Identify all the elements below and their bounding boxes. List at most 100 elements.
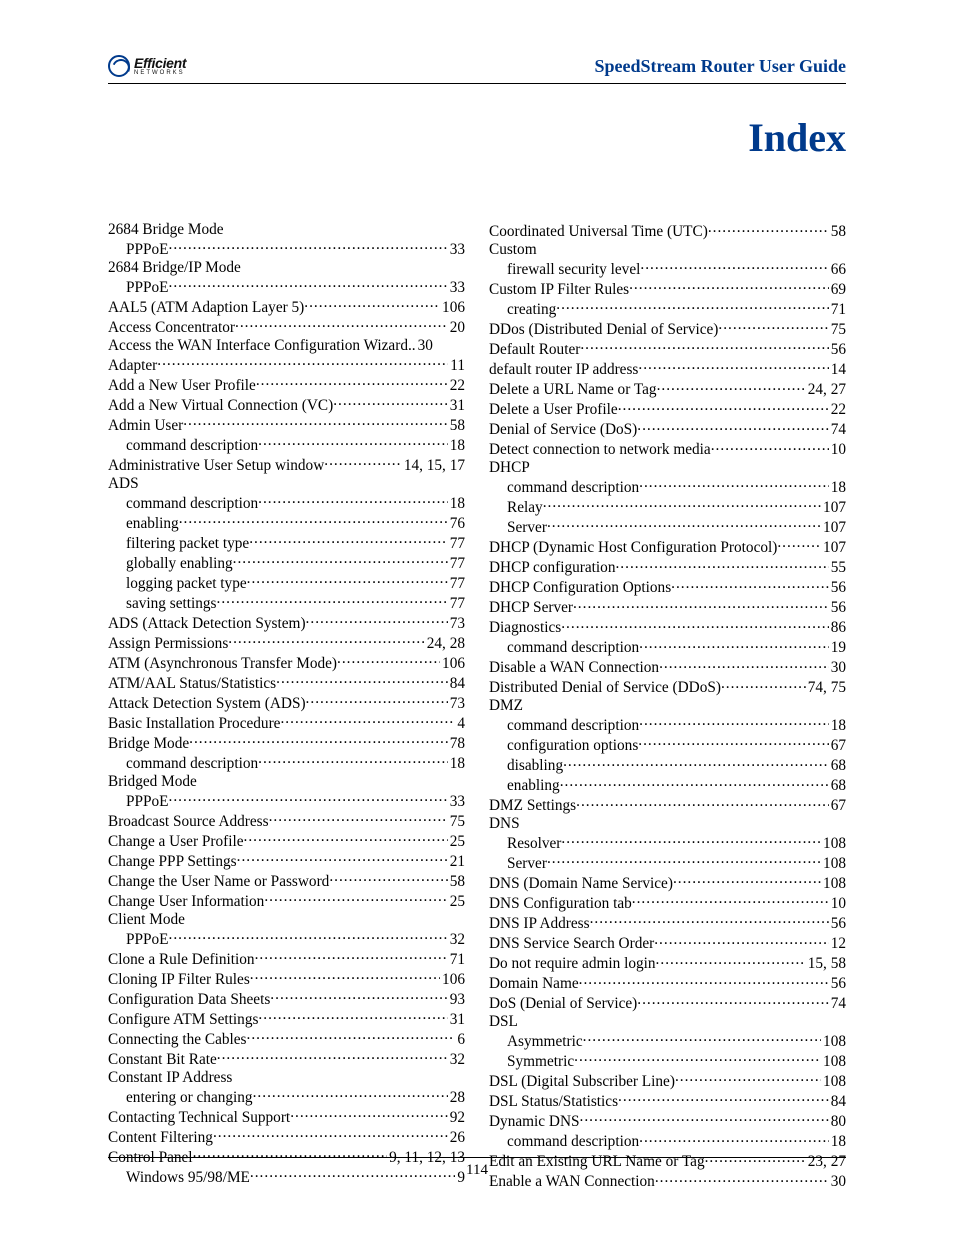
index-entry-label: Cloning IP Filter Rules — [108, 971, 250, 989]
index-entry-page: 108 — [821, 1053, 846, 1071]
index-entry-leader — [656, 953, 806, 968]
index-entry-leader — [258, 753, 448, 768]
index-entry-leader — [270, 988, 447, 1003]
index-entry-label: Disable a WAN Connection — [489, 659, 659, 677]
index-entry: Configure ATM Settings31 — [108, 1008, 465, 1028]
index-entry-label: DSL — [489, 1013, 846, 1031]
index-entry-leader — [580, 339, 828, 354]
index-entry-label: ATM (Asynchronous Transfer Mode) — [108, 655, 337, 673]
index-entry-label: PPPoE — [126, 793, 169, 811]
index-entry-label: Custom — [489, 241, 846, 259]
index-entry: Disable a WAN Connection30 — [489, 657, 846, 677]
index-entry-leader — [280, 713, 455, 728]
index-entry-page: 106 — [440, 299, 465, 317]
index-entry-page: 56 — [829, 341, 846, 359]
index-entry-page: 33 — [448, 793, 465, 811]
index-entry-leader — [563, 755, 829, 770]
index-entry-label: Asymmetric — [507, 1033, 583, 1051]
index-entry: DHCP Server56 — [489, 597, 846, 617]
index-entry-label: Do not require admin login — [489, 955, 656, 973]
index-entry-label: Basic Installation Procedure — [108, 715, 280, 733]
index-entry-label: DNS — [489, 815, 846, 833]
index-entry-label: PPPoE — [126, 931, 169, 949]
index-col-right: Coordinated Universal Time (UTC)58Custom… — [489, 221, 846, 1191]
index-entry: Coordinated Universal Time (UTC)58 — [489, 221, 846, 241]
index-entry-label: 2684 Bridge Mode — [108, 221, 465, 239]
index-entry: PPPoE33 — [108, 239, 465, 259]
logo-main: Efficient — [134, 56, 186, 70]
index-entry: Change User Information25 — [108, 891, 465, 911]
header-title: SpeedStream Router User Guide — [595, 56, 847, 77]
index-entry-leader — [169, 790, 448, 805]
index-entry-leader — [639, 1131, 829, 1146]
index-entry: ADS (Attack Detection System)73 — [108, 612, 465, 632]
index-entry: DNS — [489, 815, 846, 833]
index-entry: disabling68 — [489, 755, 846, 775]
index-entry: DNS Configuration tab10 — [489, 893, 846, 913]
index-entry-page: 74, 75 — [806, 679, 846, 697]
index-entry-page: 84 — [448, 675, 465, 693]
index-entry: DNS (Domain Name Service)108 — [489, 873, 846, 893]
index-entry-leader — [556, 299, 828, 314]
index-entry-leader — [561, 833, 821, 848]
index-entry-page: 24, 28 — [425, 635, 465, 653]
index-entry-leader — [638, 359, 828, 374]
index-entry-page: 108 — [821, 1033, 846, 1051]
index-entry: Access the WAN Interface Configuration W… — [108, 337, 465, 355]
index-entry-leader — [169, 928, 448, 943]
index-entry: Server107 — [489, 517, 846, 537]
index-entry-page: 77 — [448, 575, 465, 593]
index-entry-page: 56 — [829, 599, 846, 617]
index-entry-leader — [639, 715, 829, 730]
page: Efficient NETWORKS SpeedStream Router Us… — [0, 0, 954, 1235]
index-entry-page: 107 — [821, 519, 846, 537]
index-entry: Delete a URL Name or Tag24, 27 — [489, 379, 846, 399]
index-entry: Constant Bit Rate32 — [108, 1049, 465, 1069]
index-entry: Denial of Service (DoS)74 — [489, 419, 846, 439]
index-entry-leader — [632, 893, 829, 908]
index-entry: Configuration Data Sheets93 — [108, 988, 465, 1008]
index-entry-page: 55 — [829, 559, 846, 577]
index-entry-page: 92 — [448, 1109, 465, 1127]
index-entry: 2684 Bridge/IP Mode — [108, 259, 465, 277]
index-entry-page: 77 — [448, 535, 465, 553]
index-entry: Asymmetric 108 — [489, 1031, 846, 1051]
index-entry-page: 20 — [448, 319, 465, 337]
index-entry: entering or changing28 — [108, 1086, 465, 1106]
index-entry-page: 108 — [821, 835, 846, 853]
index-entry-leader — [576, 795, 829, 810]
index-entry: Administrative User Setup window14, 15, … — [108, 454, 465, 474]
index-entry-label: ATM/AAL Status/Statistics — [108, 675, 276, 693]
logo: Efficient NETWORKS — [108, 55, 186, 77]
index-entry-label: Adapter — [108, 357, 157, 375]
index-entry-label: Client Mode — [108, 911, 465, 929]
index-entry-page: 56 — [829, 915, 846, 933]
index-entry: command description18 — [489, 1131, 846, 1151]
index-entry: command description18 — [489, 477, 846, 497]
index-entry-label: Add a New Virtual Connection (VC) — [108, 397, 333, 415]
index-entry-leader — [560, 775, 829, 790]
index-entry-page: 75 — [829, 321, 846, 339]
index-entry: command description18 — [108, 753, 465, 773]
index-entry-page: 71 — [829, 301, 846, 319]
index-entry: DMZ Settings67 — [489, 795, 846, 815]
index-entry-leader — [306, 612, 448, 627]
index-entry-page: 28 — [448, 1089, 465, 1107]
index-entry-leader — [547, 517, 821, 532]
index-entry: Change a User Profile25 — [108, 830, 465, 850]
index-entry: enabling76 — [108, 512, 465, 532]
index-entry: Attack Detection System (ADS)73 — [108, 693, 465, 713]
index-entry-leader — [250, 968, 440, 983]
index-entry-page: 11 — [448, 357, 465, 375]
index-entry: DSL (Digital Subscriber Line)108 — [489, 1071, 846, 1091]
index-entry-page: 10 — [829, 441, 846, 459]
index-entry-leader — [237, 851, 448, 866]
index-entry: DMZ — [489, 697, 846, 715]
index-entry-label: ADS — [108, 475, 465, 493]
index-entry-label: DHCP Configuration Options — [489, 579, 671, 597]
index-entry: Add a New Virtual Connection (VC)31 — [108, 394, 465, 414]
index-entry: Relay107 — [489, 497, 846, 517]
index-entry-leader — [640, 259, 828, 274]
index-entry: Do not require admin login15, 58 — [489, 953, 846, 973]
index-entry-label: DHCP — [489, 459, 846, 477]
